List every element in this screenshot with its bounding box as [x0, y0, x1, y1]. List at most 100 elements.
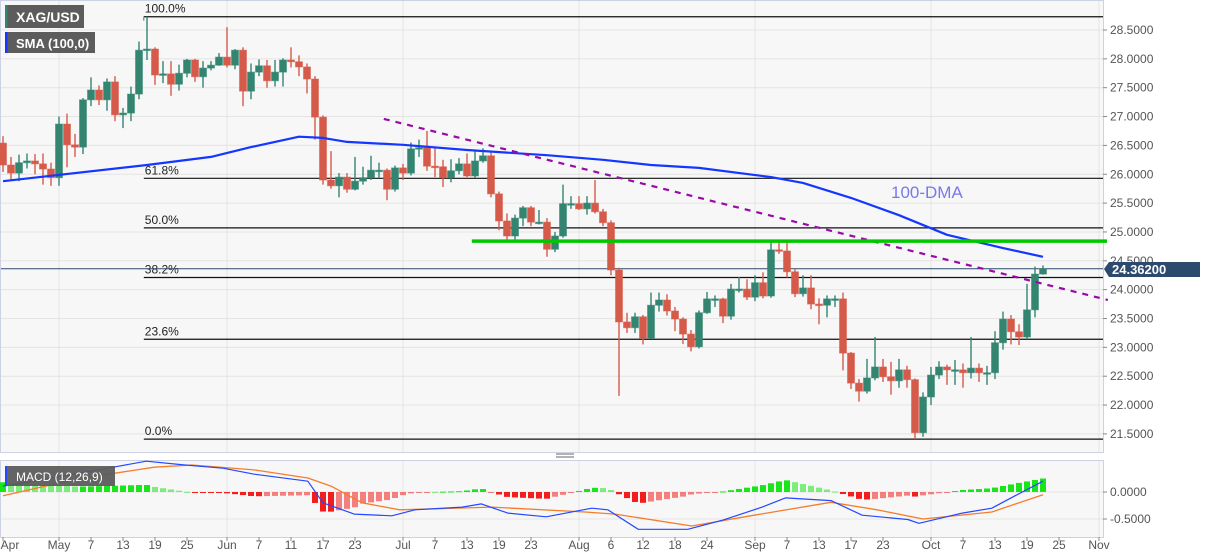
bearish-candle: [47, 168, 55, 179]
x-tick-label: 7: [256, 538, 263, 552]
macd-histogram-bar: [8, 482, 14, 492]
bullish-candle: [927, 374, 935, 398]
last-price-value: 24.36200: [1112, 262, 1166, 277]
y-tick-label: 21.5000: [1110, 427, 1154, 441]
bearish-candle: [111, 81, 119, 116]
bearish-candle: [383, 169, 391, 190]
macd-histogram-bar: [912, 492, 918, 497]
bullish-candle: [767, 249, 775, 297]
macd-histogram-bar: [400, 492, 406, 496]
macd-histogram-bar: [1040, 478, 1046, 492]
y-tick-label: 28.0000: [1110, 52, 1154, 66]
bullish-candle: [103, 81, 111, 101]
bullish-candle: [15, 162, 23, 174]
macd-histogram-bar: [648, 492, 654, 502]
bullish-candle: [207, 64, 215, 69]
bullish-candle: [351, 180, 359, 190]
bearish-candle: [911, 379, 919, 434]
macd-histogram-bar: [248, 492, 254, 496]
bullish-candle: [135, 49, 143, 95]
bullish-candle: [999, 318, 1007, 344]
x-tick-label: 23: [348, 538, 362, 552]
bullish-candle: [79, 99, 87, 148]
macd-histogram-bar: [848, 492, 854, 497]
x-tick-label: 7: [960, 538, 967, 552]
macd-histogram-bar: [800, 483, 806, 492]
macd-histogram-bar: [408, 492, 414, 494]
instrument-badge[interactable]: XAG/USD: [5, 5, 84, 28]
main-panel[interactable]: [0, 0, 1104, 453]
macd-histogram-bar: [560, 492, 566, 495]
macd-histogram-bar: [440, 491, 446, 493]
fib-level-label: 50.0%: [145, 213, 179, 227]
macd-histogram-bar: [960, 490, 966, 492]
bearish-candle: [775, 249, 783, 252]
bullish-candle: [655, 299, 663, 306]
macd-histogram-bar: [872, 492, 878, 499]
panel-resize-handle[interactable]: [556, 453, 574, 458]
macd-histogram-bar: [232, 492, 238, 495]
macd-histogram-bar: [288, 492, 294, 496]
y-tick-label: 28.5000: [1110, 23, 1154, 37]
bearish-candle: [191, 59, 199, 78]
macd-histogram-bar: [512, 492, 518, 498]
macd-histogram-bar: [472, 489, 478, 492]
bearish-candle: [399, 167, 407, 174]
x-tick-label: Sep: [744, 538, 766, 552]
macd-panel[interactable]: [0, 460, 1104, 538]
macd-badge[interactable]: MACD (12,26,9): [5, 466, 115, 486]
macd-histogram-bar: [256, 492, 262, 497]
bearish-candle: [223, 56, 231, 66]
macd-histogram-bar: [936, 492, 942, 494]
bearish-candle: [671, 310, 679, 320]
macd-histogram-bar: [640, 492, 646, 503]
macd-histogram-bar: [632, 492, 638, 502]
macd-histogram-bar: [376, 492, 382, 502]
bearish-candle: [311, 78, 319, 118]
bearish-candle: [95, 89, 103, 101]
bearish-candle: [319, 116, 327, 181]
bullish-candle: [271, 71, 279, 82]
bearish-candle: [303, 66, 311, 80]
macd-histogram-bar: [144, 485, 150, 492]
macd-histogram-bar: [808, 485, 814, 492]
bullish-candle: [983, 372, 991, 375]
macd-histogram-bar: [224, 492, 230, 494]
bearish-candle: [607, 222, 615, 271]
macd-histogram-bar: [608, 490, 614, 492]
bullish-candle: [711, 298, 719, 301]
sma-badge[interactable]: SMA (100,0): [5, 32, 95, 53]
macd-histogram-bar: [1000, 486, 1006, 492]
bullish-candle: [559, 203, 567, 237]
bearish-candle: [623, 321, 631, 329]
bearish-candle: [599, 211, 607, 224]
macd-histogram-bar: [312, 492, 318, 503]
y-tick-label: 25.5000: [1110, 196, 1154, 210]
bearish-candle: [0, 142, 7, 166]
bullish-candle: [511, 217, 519, 237]
x-tick-label: 19: [1020, 538, 1034, 552]
bullish-candle: [119, 112, 127, 116]
bullish-candle: [567, 203, 575, 206]
macd-histogram-bar: [760, 485, 766, 492]
bearish-candle: [7, 164, 15, 174]
bullish-candle: [55, 123, 63, 179]
bullish-candle: [727, 288, 735, 317]
x-tick-label: Jul: [395, 538, 410, 552]
macd-histogram-bar: [184, 491, 190, 493]
y-tick-label: 26.5000: [1110, 138, 1154, 152]
macd-histogram-bar: [448, 491, 454, 493]
macd-histogram-bar: [104, 485, 110, 492]
macd-histogram-bar: [24, 483, 30, 492]
bearish-candle: [759, 282, 767, 297]
bearish-candle: [327, 179, 335, 187]
macd-histogram-bar: [864, 492, 870, 500]
macd-histogram-bar: [888, 492, 894, 498]
bearish-candle: [431, 165, 439, 169]
x-tick-label: Nov: [1088, 538, 1109, 552]
fib-level-label: 100.0%: [145, 2, 186, 16]
bullish-candle: [831, 298, 839, 301]
bearish-candle: [975, 367, 983, 374]
bullish-candle: [1023, 309, 1031, 338]
